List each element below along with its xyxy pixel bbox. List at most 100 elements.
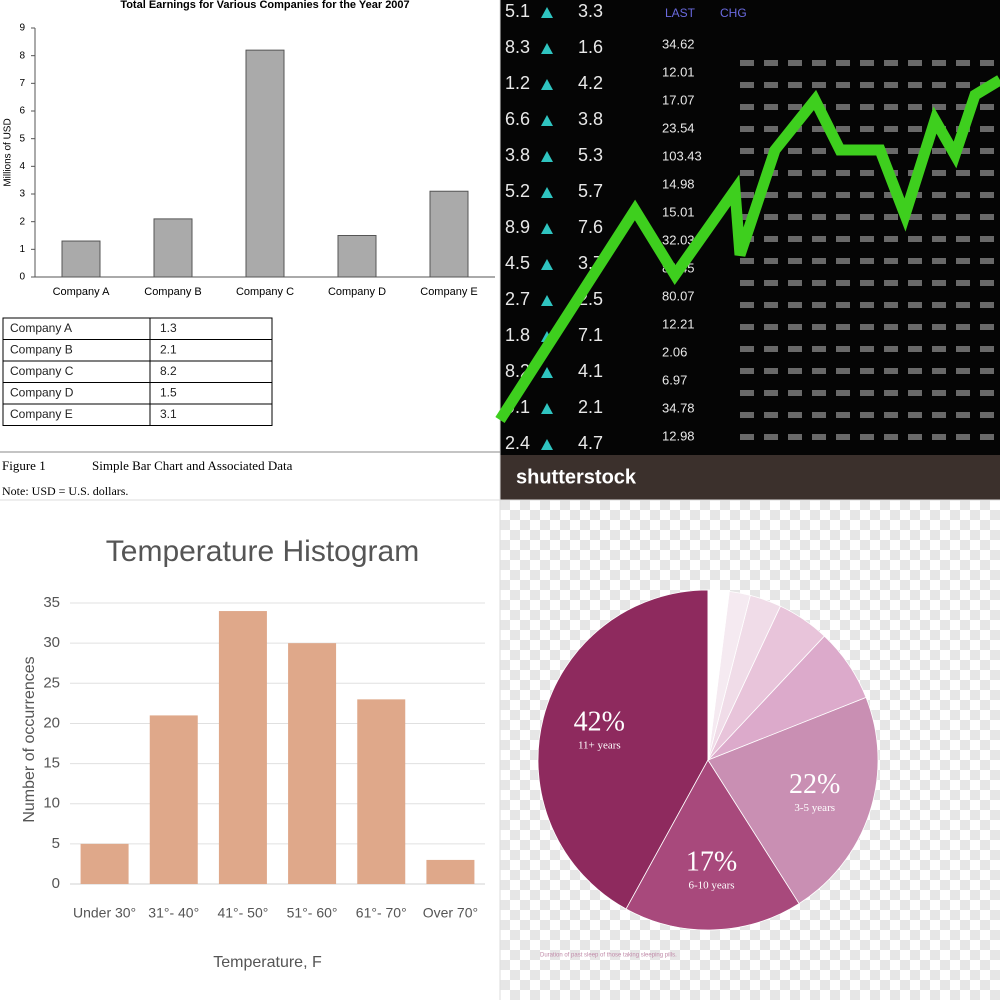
bar <box>245 49 285 278</box>
ticker-cell <box>836 258 850 264</box>
ticker-value: 103.43 <box>662 148 702 163</box>
ticker-cell <box>932 280 946 286</box>
ticker-value: 3.3 <box>578 1 603 21</box>
ticker-cell <box>908 82 922 88</box>
ticker-cell <box>956 302 970 308</box>
ticker-cell <box>812 324 826 330</box>
ticker-cell <box>932 192 946 198</box>
ticker-cell <box>884 390 898 396</box>
x-tick-label: 61°- 70° <box>356 905 407 921</box>
ticker-cell <box>860 302 874 308</box>
figure-note: Note: USD = U.S. dollars. <box>2 484 128 498</box>
ticker-cell <box>836 280 850 286</box>
bar <box>288 643 337 884</box>
ticker-cell <box>788 170 802 176</box>
ticker-arrow <box>541 79 553 90</box>
ticker-cell <box>884 280 898 286</box>
ticker-cell <box>932 82 946 88</box>
ticker-cell <box>764 82 778 88</box>
ticker-cell <box>956 148 970 154</box>
ticker-cell <box>812 170 826 176</box>
ticker-cell <box>884 82 898 88</box>
pie-slice <box>537 589 709 910</box>
ticker-cell <box>980 170 994 176</box>
y-tick-label: 3 <box>19 189 25 200</box>
figure-label: Figure 1 <box>2 458 46 473</box>
ticker-cell <box>860 104 874 110</box>
ticker-cell <box>980 126 994 132</box>
table-cell: Company C <box>10 364 74 378</box>
ticker-cell <box>956 60 970 66</box>
ticker-cell <box>908 280 922 286</box>
figure-caption: Simple Bar Chart and Associated Data <box>92 458 293 473</box>
ticker-arrow <box>541 151 553 162</box>
ticker-value: 12.21 <box>662 316 695 331</box>
ticker-cell <box>812 390 826 396</box>
ticker-cell <box>860 214 874 220</box>
ticker-cell <box>908 258 922 264</box>
ticker-cell <box>836 104 850 110</box>
table-cell: Company E <box>10 407 73 421</box>
ticker-value: 1.6 <box>578 37 603 57</box>
table-cell: Company B <box>10 343 73 357</box>
ticker-value: 5.2 <box>505 181 530 201</box>
y-tick-label: 15 <box>43 755 60 772</box>
ticker-cell <box>812 412 826 418</box>
ticker-cell <box>956 412 970 418</box>
ticker-cell <box>932 148 946 154</box>
ticker-cell <box>860 324 874 330</box>
ticker-cell <box>836 214 850 220</box>
y-tick-label: 5 <box>52 835 60 852</box>
y-tick-label: 9 <box>19 23 25 34</box>
ticker-cell <box>836 236 850 242</box>
ticker-value: 32.03 <box>662 232 695 247</box>
ticker-value: 3.8 <box>505 145 530 165</box>
y-tick-label: 4 <box>19 161 25 172</box>
ticker-cell <box>980 280 994 286</box>
ticker-cell <box>956 170 970 176</box>
x-tick-label: 31°- 40° <box>148 905 199 921</box>
bar <box>149 715 198 884</box>
ticker-value: 14.98 <box>662 176 695 191</box>
ticker-cell <box>932 258 946 264</box>
ticker-value: 7.1 <box>578 325 603 345</box>
ticker-value: 12.98 <box>662 428 695 443</box>
trend-line <box>495 75 1000 423</box>
ticker-cell <box>788 104 802 110</box>
y-tick-label: 7 <box>19 78 25 89</box>
x-tick-label: Company A <box>53 286 111 298</box>
ticker-value: 8.3 <box>505 37 530 57</box>
table-cell: 3.1 <box>160 407 177 421</box>
bar <box>337 235 377 278</box>
slice-value-label: 22% <box>789 769 840 800</box>
ticker-cell <box>740 170 754 176</box>
bar <box>80 843 129 884</box>
table-row <box>2 403 273 426</box>
ticker-arrow <box>541 403 553 414</box>
bar <box>61 240 101 278</box>
ticker-cell <box>812 82 826 88</box>
table-cell: 1.3 <box>160 321 177 335</box>
ticker-cell <box>836 82 850 88</box>
ticker-cell <box>956 104 970 110</box>
ticker-cell <box>908 434 922 440</box>
ticker-cell <box>740 258 754 264</box>
ticker-cell <box>884 148 898 154</box>
ticker-cell <box>884 126 898 132</box>
ticker-cell <box>788 368 802 374</box>
ticker-cell <box>740 126 754 132</box>
ticker-cell <box>956 214 970 220</box>
ticker-cell <box>812 434 826 440</box>
slice-value-label: 42% <box>574 707 625 738</box>
ticker-cell <box>836 346 850 352</box>
ticker-cell <box>908 412 922 418</box>
ticker-cell <box>908 346 922 352</box>
ticker-cell <box>836 192 850 198</box>
ticker-cell <box>764 60 778 66</box>
ticker-cell <box>980 390 994 396</box>
ticker-cell <box>932 104 946 110</box>
ticker-cell <box>956 324 970 330</box>
y-tick-label: 20 <box>43 714 60 731</box>
ticker-cell <box>908 368 922 374</box>
